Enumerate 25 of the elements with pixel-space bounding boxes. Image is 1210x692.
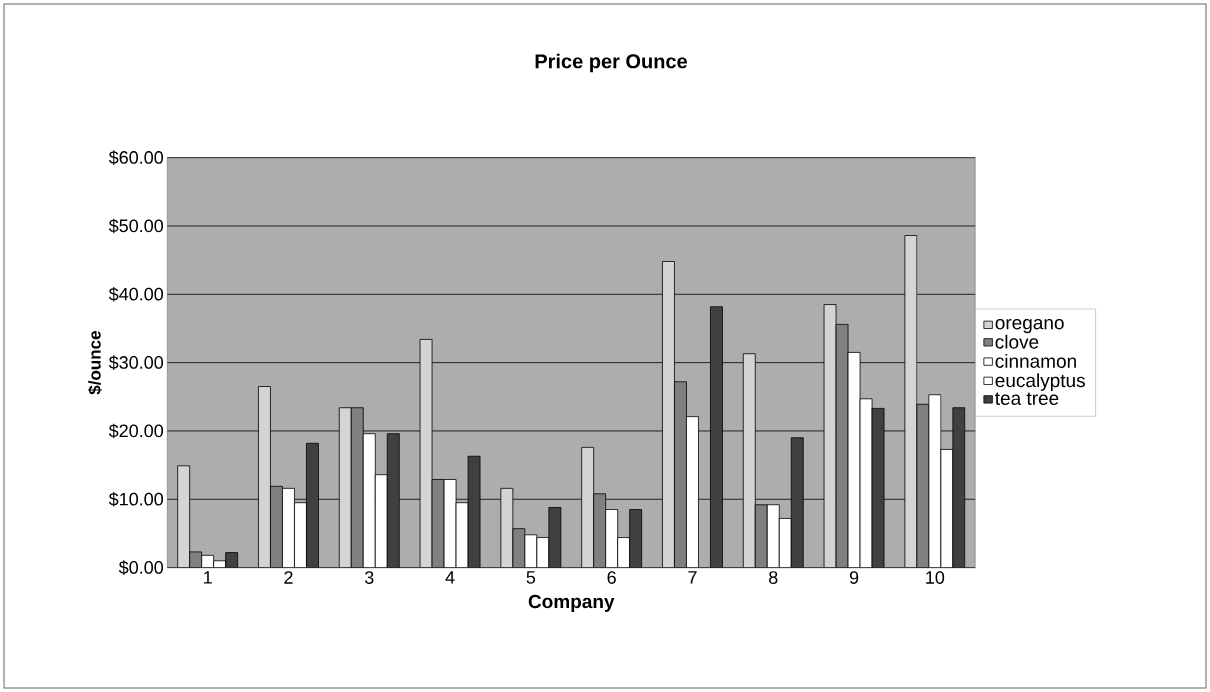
y-tick-label: $0.00 [118,560,164,575]
y-tick-label: $50.00 [108,218,164,234]
x-tick-label: 5 [526,571,536,584]
y-tick-label: $40.00 [108,287,164,302]
y-tick-label: $20.00 [108,423,164,439]
chart-title: Price per Ounce [535,53,688,73]
legend-label: cinnamon [995,353,1076,368]
legend-label: tea tree [995,392,1059,405]
x-tick-label: 1 [204,571,212,584]
x-tick-label: 3 [364,571,374,584]
x-tick-label: 6 [607,571,616,584]
y-tick-label: $60.00 [108,150,164,165]
legend-label: oregano [995,318,1064,334]
x-axis-title: Company [528,594,615,612]
x-tick-label: 7 [688,571,697,584]
x-tick-label: 4 [445,571,455,584]
x-tick-label: 8 [769,571,778,584]
x-tick-label: 9 [849,571,859,584]
y-tick-label: $10.00 [108,492,164,507]
legend-label: clove [995,334,1039,349]
legend-label: eucalyptus [995,373,1085,391]
x-tick-label: 2 [284,571,293,584]
x-tick-label: 10 [926,571,945,584]
y-axis-title: $/ounce [87,331,102,395]
y-tick-label: $30.00 [108,355,164,370]
